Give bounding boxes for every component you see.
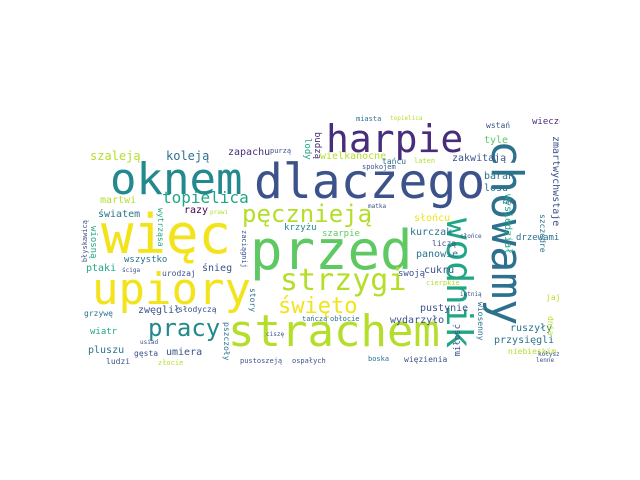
word-cloud: więc przed upiory dlaczego oknem chowamy… <box>80 110 560 370</box>
word-topielica2: topielica <box>390 115 423 122</box>
word-zakwitaja: zakwitają <box>452 153 507 164</box>
word-purzo: purzą <box>270 147 292 155</box>
word-wiatr: wiatr <box>90 327 118 337</box>
word-wieczory: wieczory <box>532 117 560 127</box>
word-stury: story <box>248 288 257 313</box>
word-zmartwychwstaje: zmartwychwstaje <box>550 136 560 227</box>
word-pracy: pracy <box>148 314 221 342</box>
word-niebieskim: niebieskim <box>508 347 557 356</box>
word-krzyzu: krzyżu <box>284 223 317 233</box>
word-prawi: prawi <box>210 209 229 216</box>
word-jaje: jaje <box>546 293 560 302</box>
word-zlocie: złocie <box>158 359 184 367</box>
word-usiad: usiad <box>140 339 159 346</box>
word-swiatem: światem <box>98 209 141 220</box>
word-spokojem: spokojem <box>362 163 396 171</box>
word-wiezienia: więzienia <box>404 355 448 364</box>
word-oblocie: obłocie <box>330 315 360 323</box>
word-wodnik: wodnik <box>438 218 479 349</box>
word-swoja: swoją <box>398 269 426 279</box>
word-wiosenny: wiosenny <box>476 302 485 341</box>
word-szaleja: szaleją <box>90 149 141 163</box>
word-kurczak: kurczak <box>410 227 453 238</box>
word-wielkanocne: wielkanocne <box>320 151 387 162</box>
word-snieg: śnieg <box>202 263 233 274</box>
word-kolysze: kołysze <box>538 351 560 358</box>
word-wiosna: wiosną <box>88 226 98 259</box>
word-losu: losu <box>484 183 509 194</box>
word-chowamy: chowamy <box>481 140 532 326</box>
word-lenne: lenne <box>536 357 555 364</box>
word-pluszu: pluszu <box>88 345 125 356</box>
word-pustoszeja: pustoszeją <box>240 357 283 365</box>
word-grzywe: grzywę <box>84 309 113 318</box>
word-budza: budzą <box>312 132 322 160</box>
word-wydarzylo: wydarzyło <box>390 315 445 326</box>
word-tancza: tańczą <box>302 315 328 323</box>
word-ruszyly: ruszyły <box>510 323 553 334</box>
word-lody: lody <box>302 138 312 160</box>
word-ludzi: ludzi <box>106 357 131 366</box>
word-boska: boska <box>368 355 390 363</box>
word-topielica: topielica <box>162 188 249 207</box>
word-przysiegli: przysięgli <box>494 335 555 346</box>
word-koleja: koleją <box>166 149 210 163</box>
word-swieto: święto <box>278 294 358 319</box>
word-slodycza: słodyczą <box>178 305 217 314</box>
word-sloncu: słońcu <box>414 213 451 224</box>
word-laten: laten <box>414 157 436 165</box>
word-panowie: panowie <box>416 249 459 260</box>
word-urodzaj: urodzaj <box>162 269 196 278</box>
word-ospalych: ospałych <box>292 357 326 365</box>
word-szarpie: szarpie <box>322 229 360 239</box>
word-wiec: więc <box>101 203 232 266</box>
word-ietnia: ietnią <box>460 291 482 298</box>
word-tyle: tyle <box>484 135 509 146</box>
word-cukru: cukru <box>424 265 455 276</box>
word-wszystko: wszystko <box>124 255 168 265</box>
word-tancu: tańcu <box>382 157 407 166</box>
word-wysiedziala: wysiedział <box>502 194 513 255</box>
word-matka: matka <box>368 203 387 210</box>
word-pustynie: pustynie <box>420 303 469 314</box>
word-umiera: umiera <box>166 347 203 358</box>
word-ptaki: ptaki <box>86 263 117 274</box>
word-przed: przed <box>250 219 413 282</box>
word-wytrzasa: wytrząsa <box>156 208 165 247</box>
word-licza: liczą <box>432 239 457 248</box>
word-strachem: strachem <box>228 306 440 357</box>
word-wstan: wstań <box>486 121 511 130</box>
word-cisze: ciszę <box>266 331 285 338</box>
word-sciga: ściga <box>122 267 141 274</box>
word-zapachu: zapachu <box>228 147 271 158</box>
word-dlaczego: dlaczego <box>254 154 486 210</box>
word-pecznieja: pęcznieją <box>242 200 373 228</box>
word-gesta: gęsta <box>134 349 159 358</box>
word-slonce: słońce <box>460 233 482 240</box>
word-roku: roku <box>502 199 517 206</box>
word-dnia: dnia <box>546 316 555 336</box>
word-harpie: harpie <box>326 117 464 161</box>
word-strzygi: strzygi <box>280 263 407 298</box>
word-pszczoly: pszczoły <box>222 322 231 361</box>
word-zwegli: zwęglił <box>138 305 181 316</box>
word-blyskawica: błyskawicą <box>81 220 89 263</box>
word-oknem: oknem <box>110 154 243 205</box>
word-drzewami: drzewami <box>516 233 560 243</box>
word-zaciagnij: zaciągnij <box>240 230 248 268</box>
word-cierpkie: cierpkie <box>426 279 460 287</box>
word-upiory: upiory <box>92 264 251 315</box>
word-marti: martwi <box>100 195 137 206</box>
word-baran: baran <box>484 171 515 182</box>
word-szczodre: szczodre <box>538 214 547 253</box>
word-miasta: miasta <box>356 115 382 123</box>
word-milosc: miłość <box>453 324 463 357</box>
word-razy: razy <box>184 205 209 216</box>
